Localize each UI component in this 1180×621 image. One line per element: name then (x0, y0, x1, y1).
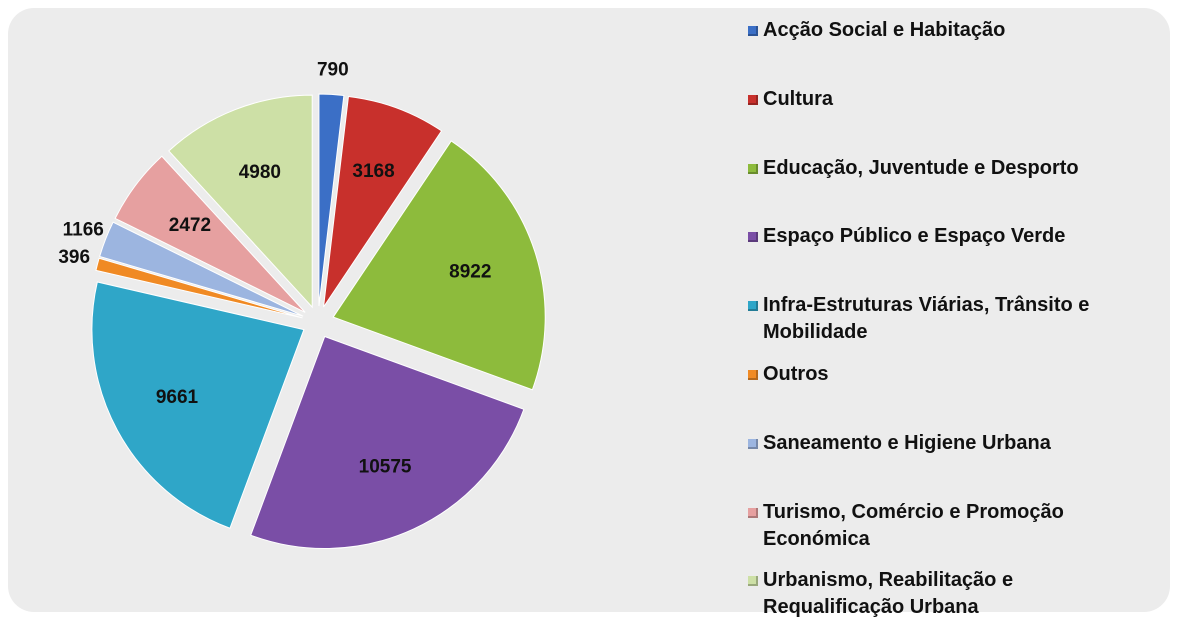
pie-slice (114, 155, 306, 313)
pie-slice (91, 281, 305, 529)
legend-item: Urbanismo, Reabilitação e Requalificação… (748, 567, 1158, 621)
data-label: 2472 (169, 215, 211, 236)
legend-label: Infra-Estruturas Viárias, Trânsito e Mob… (763, 294, 1090, 344)
data-label: 8922 (449, 261, 491, 282)
legend-item: Educação, Juventude e Desporto (748, 155, 1158, 182)
pie-slice (332, 140, 546, 391)
legend-swatch (748, 507, 758, 518)
data-label: 10575 (359, 456, 412, 477)
legend-label: Educação, Juventude e Desporto (763, 156, 1079, 179)
data-label: 4980 (239, 162, 281, 183)
legend-swatch (748, 163, 758, 174)
data-label: 1166 (63, 219, 104, 240)
legend-swatch (748, 232, 758, 243)
legend-item: Saneamento e Higiene Urbana (748, 430, 1158, 457)
data-label: 396 (58, 247, 90, 268)
legend-label: Outros (763, 363, 829, 385)
legend-label: Turismo, Comércio e Promoção Económica (763, 500, 1064, 550)
legend-swatch (748, 576, 758, 587)
legend-swatch (748, 94, 758, 105)
legend-item: Outros (748, 361, 1158, 388)
legend-item: Espaço Público e Espaço Verde (748, 223, 1158, 250)
legend-label: Urbanismo, Reabilitação e Requalificação… (763, 569, 1014, 619)
legend-label: Cultura (763, 87, 833, 110)
legend-swatch (748, 26, 758, 36)
legend-label: Espaço Público e Espaço Verde (763, 225, 1066, 248)
data-label: 790 (317, 59, 349, 80)
pie-slice (250, 335, 525, 549)
pie-slice (318, 93, 345, 307)
legend-item: Cultura (748, 86, 1158, 113)
legend-swatch (748, 370, 758, 380)
legend-swatch (748, 438, 758, 449)
pie-slice (95, 257, 303, 319)
legend-item: Turismo, Comércio e Promoção Económica (748, 499, 1158, 553)
legend-item: Infra-Estruturas Viárias, Trânsito e Mob… (748, 292, 1158, 346)
data-label: 9661 (156, 387, 199, 408)
legend-item: Acção Social e Habitação (748, 17, 1158, 44)
pie-slice (168, 94, 313, 309)
legend-swatch (748, 301, 758, 312)
legend-label: Saneamento e Higiene Urbana (763, 431, 1051, 454)
pie-slice (99, 221, 304, 317)
legend-label: Acção Social e Habitação (763, 19, 1006, 41)
pie-slice (323, 95, 443, 308)
data-label: 3168 (352, 161, 394, 182)
